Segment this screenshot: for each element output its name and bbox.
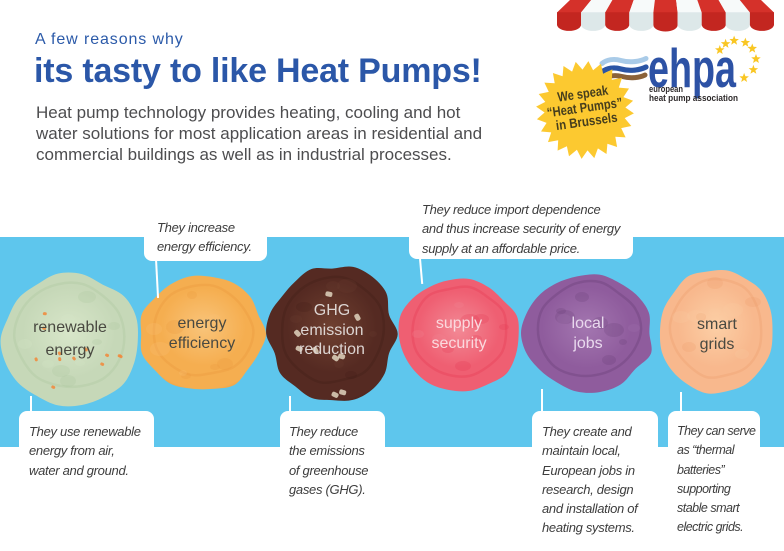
svg-text:We speak: We speak	[556, 83, 609, 105]
svg-text:ehpa: ehpa	[648, 37, 736, 99]
svg-text:european: european	[649, 84, 683, 95]
svg-text:heat pump association: heat pump association	[649, 93, 738, 104]
